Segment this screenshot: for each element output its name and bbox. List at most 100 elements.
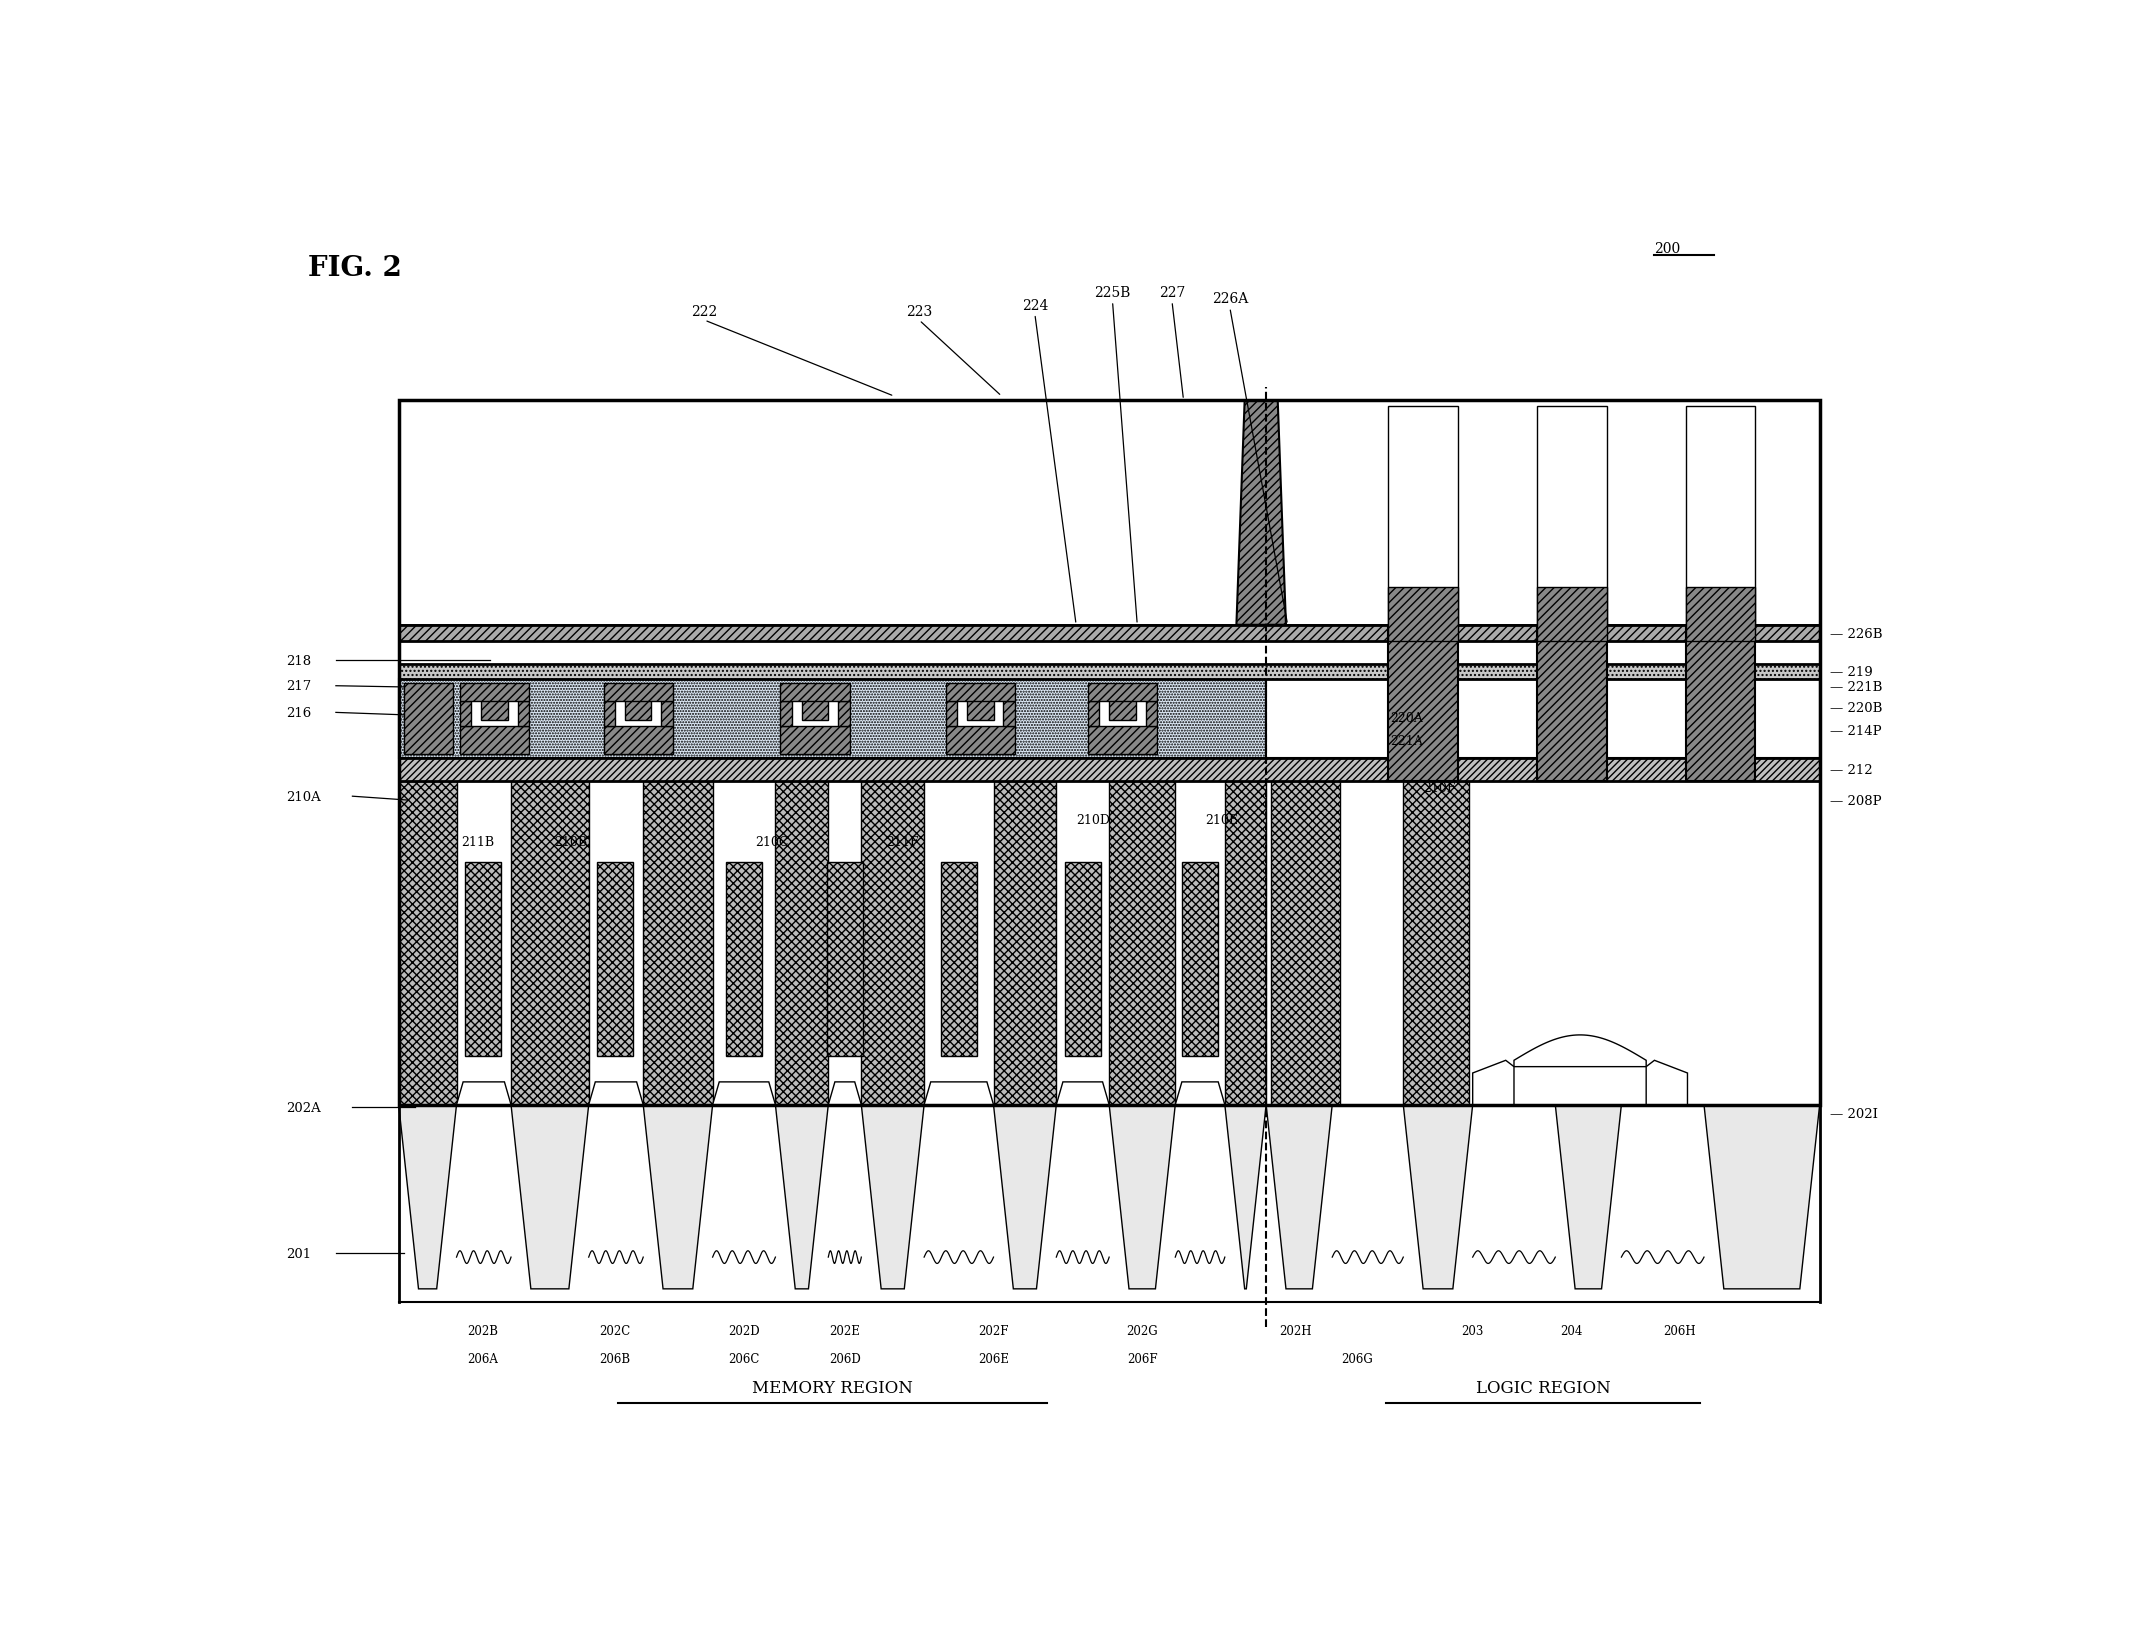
Bar (625, 699, 652, 720)
Text: 200: 200 (1654, 242, 1680, 255)
Bar (947, 727, 1015, 755)
Text: 227: 227 (1160, 287, 1185, 300)
Bar (1271, 781, 1341, 1106)
Text: 211F: 211F (887, 836, 919, 849)
Text: 206B: 206B (599, 1353, 631, 1366)
Polygon shape (1237, 400, 1286, 625)
Bar (957, 702, 1004, 727)
Bar (861, 781, 923, 1106)
Text: 220A: 220A (1390, 712, 1422, 725)
Text: 206F: 206F (1128, 1353, 1158, 1366)
Bar (1686, 625, 1755, 781)
Bar (1181, 862, 1217, 1056)
Bar (940, 862, 976, 1056)
Text: 206A: 206A (467, 1353, 499, 1366)
Polygon shape (1556, 1106, 1620, 1289)
Bar (482, 699, 507, 720)
Polygon shape (776, 1106, 827, 1289)
Text: 206D: 206D (829, 1353, 861, 1366)
Text: 210E: 210E (1205, 812, 1239, 826)
Polygon shape (1703, 1106, 1819, 1289)
Text: 203: 203 (1463, 1325, 1484, 1338)
Text: 210D: 210D (1077, 812, 1111, 826)
Polygon shape (1266, 1106, 1332, 1289)
Polygon shape (644, 1106, 712, 1289)
Bar (616, 702, 661, 727)
Bar (780, 702, 791, 727)
Bar (399, 400, 1819, 625)
Text: 218: 218 (286, 654, 311, 667)
Text: 202C: 202C (599, 1325, 631, 1338)
Text: 202F: 202F (979, 1325, 1008, 1338)
Text: 210F: 210F (1424, 781, 1456, 794)
Text: 216: 216 (286, 707, 311, 720)
Polygon shape (1403, 1106, 1473, 1289)
Bar (465, 862, 501, 1056)
Text: 223: 223 (906, 305, 932, 320)
Bar (947, 702, 957, 727)
Bar (471, 702, 518, 727)
Polygon shape (1109, 1106, 1175, 1289)
Bar (1109, 781, 1175, 1106)
Bar (461, 727, 529, 755)
Text: 224: 224 (1021, 298, 1049, 313)
Text: 225B: 225B (1094, 287, 1130, 300)
Bar (1004, 702, 1015, 727)
Text: 221A: 221A (1390, 735, 1422, 748)
Bar (994, 781, 1055, 1106)
Text: — 226B: — 226B (1829, 628, 1883, 639)
Bar (1686, 407, 1755, 625)
Text: 222: 222 (691, 305, 718, 320)
Polygon shape (861, 1106, 923, 1289)
Bar (780, 727, 851, 755)
Bar (518, 702, 529, 727)
Text: — 221B: — 221B (1829, 681, 1883, 694)
Bar (461, 702, 471, 727)
Bar (1224, 781, 1266, 1106)
Text: — 219: — 219 (1829, 666, 1872, 679)
Bar (403, 684, 454, 755)
Bar (1537, 625, 1608, 781)
Polygon shape (456, 1083, 512, 1106)
Text: — 202I: — 202I (1829, 1107, 1878, 1121)
Polygon shape (1224, 1106, 1266, 1289)
Polygon shape (1646, 1061, 1686, 1106)
Polygon shape (994, 1106, 1055, 1289)
Bar (399, 400, 1819, 1106)
Text: 210A: 210A (286, 789, 322, 803)
Bar (1087, 702, 1100, 727)
Bar (644, 781, 712, 1106)
Bar (399, 758, 1819, 781)
Bar (1388, 625, 1458, 781)
Text: FIG. 2: FIG. 2 (307, 255, 401, 282)
Text: 217: 217 (286, 681, 311, 692)
Text: 211B: 211B (461, 836, 495, 849)
Bar (725, 862, 763, 1056)
Text: LOGIC REGION: LOGIC REGION (1475, 1379, 1610, 1396)
Polygon shape (1055, 1083, 1109, 1106)
Bar (661, 702, 674, 727)
Bar (1145, 702, 1158, 727)
Polygon shape (712, 1083, 776, 1106)
Bar (1266, 681, 1819, 758)
Bar (1100, 702, 1145, 727)
Text: 206C: 206C (729, 1353, 759, 1366)
Text: — 214P: — 214P (1829, 723, 1880, 737)
Text: — 220B: — 220B (1829, 702, 1883, 714)
Bar (399, 664, 1819, 681)
Bar (603, 684, 674, 702)
Bar (968, 699, 994, 720)
Bar (461, 684, 529, 702)
Bar (780, 684, 851, 702)
Polygon shape (1473, 1061, 1514, 1106)
Bar (1537, 587, 1608, 641)
Text: 202D: 202D (729, 1325, 759, 1338)
Bar (399, 781, 456, 1106)
Polygon shape (399, 1106, 456, 1289)
Polygon shape (1514, 1035, 1646, 1066)
Text: 202G: 202G (1126, 1325, 1158, 1338)
Bar (1064, 862, 1100, 1056)
Text: 202E: 202E (829, 1325, 859, 1338)
Polygon shape (588, 1083, 644, 1106)
Text: 210C: 210C (755, 836, 789, 849)
